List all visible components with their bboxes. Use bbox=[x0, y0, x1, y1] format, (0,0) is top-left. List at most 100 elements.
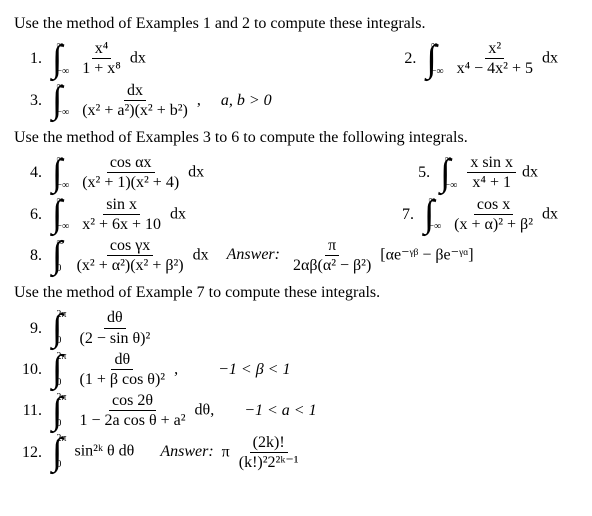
integral-icon: ∫ ∞ 0 bbox=[52, 238, 68, 274]
fraction: cos x (x + α)² + β² bbox=[451, 195, 536, 234]
problem-10-body: ∫ 2π 0 dθ (1 + β cos θ)² , bbox=[52, 350, 178, 389]
numerator: x sin x bbox=[467, 153, 516, 173]
answer-numerator: π bbox=[325, 236, 339, 256]
denominator: (x² + a²)(x² + b²) bbox=[79, 101, 191, 120]
problem-3-row: 3. ∫ ∞ −∞ dx (x² + a²)(x² + b²) , a, b >… bbox=[14, 81, 578, 120]
numerator: x⁴ bbox=[92, 39, 112, 59]
integral-icon: ∫ ∞ −∞ bbox=[52, 196, 73, 232]
problem-3-condition: a, b > 0 bbox=[221, 91, 272, 110]
answer-tail: [αe⁻ᵞᵝ − βe⁻ᵞᵅ] bbox=[380, 246, 473, 263]
problem-8-answer: Answer: π 2αβ(α² − β²) [αe⁻ᵞᵝ − βe⁻ᵞᵅ] bbox=[227, 236, 474, 275]
dx: dx bbox=[542, 205, 558, 222]
answer-label: Answer: bbox=[160, 443, 213, 460]
problem-12-answer: Answer: π (2k)! (k!)²2²ᵏ⁻¹ bbox=[160, 433, 303, 472]
integral-icon: ∫ 2π 0 bbox=[52, 310, 70, 346]
denominator: (1 + β cos θ)² bbox=[76, 370, 168, 389]
problem-12-row: 12. ∫ 2π 0 sin²ᵏ θ dθ Answer: π (2k)! (k… bbox=[14, 433, 578, 472]
denominator: (x² + 1)(x² + 4) bbox=[79, 173, 182, 192]
fraction: dθ (1 + β cos θ)² bbox=[76, 350, 168, 389]
answer-denominator: (k!)²2²ᵏ⁻¹ bbox=[236, 453, 302, 472]
problem-10-number: 10. bbox=[14, 360, 52, 379]
fraction: sin x x² + 6x + 10 bbox=[79, 195, 164, 234]
problem-12-body: ∫ 2π 0 sin²ᵏ θ dθ bbox=[52, 434, 134, 470]
problem-11-row: 11. ∫ 2π 0 cos 2θ 1 − 2a cos θ + a² dθ, … bbox=[14, 391, 578, 430]
fraction: cos αx (x² + 1)(x² + 4) bbox=[79, 153, 182, 192]
denominator: (x² + α²)(x² + β²) bbox=[74, 256, 187, 275]
dx: dx bbox=[542, 50, 558, 67]
problem-8-number: 8. bbox=[14, 246, 52, 265]
fraction: cos 2θ 1 − 2a cos θ + a² bbox=[76, 391, 188, 430]
comma: , bbox=[174, 360, 178, 377]
problems-row-6-7: 6. ∫ ∞ −∞ sin x x² + 6x + 10 dx 7. ∫ ∞ −… bbox=[14, 195, 578, 234]
integral-icon: ∫ 2π 0 bbox=[52, 393, 70, 429]
integral-icon: ∫ 2π 0 bbox=[52, 434, 70, 470]
problem-6-number: 6. bbox=[14, 205, 52, 224]
integral-icon: ∫ 2π 0 bbox=[52, 352, 70, 388]
dx: dx bbox=[170, 205, 186, 222]
numerator: sin x bbox=[103, 195, 140, 215]
problems-row-1-2: 1. ∫ ∞ −∞ x⁴ 1 + x⁸ dx 2. ∫ ∞ −∞ x² x⁴ −… bbox=[14, 39, 578, 78]
answer-denominator: 2αβ(α² − β²) bbox=[290, 256, 374, 275]
dx: dx bbox=[188, 163, 204, 180]
fraction: x⁴ 1 + x⁸ bbox=[79, 39, 124, 78]
integral-icon: ∫ ∞ −∞ bbox=[426, 41, 447, 77]
denominator: x⁴ − 4x² + 5 bbox=[454, 59, 536, 78]
denominator: x⁴ + 1 bbox=[469, 173, 514, 192]
problem-10-condition: −1 < β < 1 bbox=[218, 360, 290, 379]
problem-7-number: 7. bbox=[386, 205, 424, 224]
answer-fraction: (2k)! (k!)²2²ᵏ⁻¹ bbox=[236, 433, 302, 472]
denominator: 1 + x⁸ bbox=[79, 59, 124, 78]
comma: , bbox=[197, 91, 201, 108]
fraction: dx (x² + a²)(x² + b²) bbox=[79, 81, 191, 120]
answer-numerator: (2k)! bbox=[250, 433, 288, 453]
dx: dθ, bbox=[195, 402, 215, 419]
problem-8-row: 8. ∫ ∞ 0 cos γx (x² + α²)(x² + β²) dx An… bbox=[14, 236, 578, 275]
dx: dx bbox=[522, 163, 538, 180]
denominator: (x + α)² + β² bbox=[451, 215, 536, 234]
section1-heading: Use the method of Examples 1 and 2 to co… bbox=[14, 14, 578, 33]
fraction: dθ (2 − sin θ)² bbox=[76, 308, 153, 347]
problem-12-number: 12. bbox=[14, 443, 52, 462]
numerator: dθ bbox=[111, 350, 133, 370]
dx: dx bbox=[130, 50, 146, 67]
denominator: (2 − sin θ)² bbox=[76, 329, 153, 348]
integral-icon: ∫ ∞ −∞ bbox=[52, 41, 73, 77]
problem-1-number: 1. bbox=[14, 49, 52, 68]
denominator: x² + 6x + 10 bbox=[79, 215, 164, 234]
problem-2-body: ∫ ∞ −∞ x² x⁴ − 4x² + 5 dx bbox=[426, 39, 578, 78]
problem-9-number: 9. bbox=[14, 319, 52, 338]
numerator: cos αx bbox=[107, 153, 155, 173]
problem-9-row: 9. ∫ 2π 0 dθ (2 − sin θ)² bbox=[14, 308, 578, 347]
integrand: sin²ᵏ θ dθ bbox=[74, 443, 134, 460]
problem-4-number: 4. bbox=[14, 163, 52, 182]
problem-9-body: ∫ 2π 0 dθ (2 − sin θ)² bbox=[52, 308, 155, 347]
problem-8-body: ∫ ∞ 0 cos γx (x² + α²)(x² + β²) dx bbox=[52, 236, 209, 275]
numerator: x² bbox=[485, 39, 504, 59]
problem-10-row: 10. ∫ 2π 0 dθ (1 + β cos θ)² , −1 < β < … bbox=[14, 350, 578, 389]
problem-3-body: ∫ ∞ −∞ dx (x² + a²)(x² + b²) , bbox=[52, 81, 201, 120]
section2-heading: Use the method of Examples 3 to 6 to com… bbox=[14, 128, 578, 147]
integral-icon: ∫ ∞ −∞ bbox=[52, 82, 73, 118]
problem-7-body: ∫ ∞ −∞ cos x (x + α)² + β² dx bbox=[424, 195, 578, 234]
answer-fraction: π 2αβ(α² − β²) bbox=[290, 236, 374, 275]
problem-3-number: 3. bbox=[14, 91, 52, 110]
problem-11-body: ∫ 2π 0 cos 2θ 1 − 2a cos θ + a² dθ, bbox=[52, 391, 214, 430]
numerator: cos 2θ bbox=[109, 391, 156, 411]
problem-4-body: ∫ ∞ −∞ cos αx (x² + 1)(x² + 4) dx bbox=[52, 153, 204, 192]
fraction: x² x⁴ − 4x² + 5 bbox=[454, 39, 536, 78]
numerator: dθ bbox=[104, 308, 126, 328]
numerator: cos x bbox=[474, 195, 513, 215]
integral-icon: ∫ ∞ −∞ bbox=[440, 155, 461, 191]
fraction: cos γx (x² + α²)(x² + β²) bbox=[74, 236, 187, 275]
problem-6-body: ∫ ∞ −∞ sin x x² + 6x + 10 dx bbox=[52, 195, 186, 234]
integral-icon: ∫ ∞ −∞ bbox=[424, 196, 445, 232]
problem-11-condition: −1 < a < 1 bbox=[244, 401, 316, 420]
numerator: cos γx bbox=[107, 236, 153, 256]
problem-2-number: 2. bbox=[388, 49, 426, 68]
answer-label: Answer: bbox=[227, 246, 280, 263]
dx: dx bbox=[193, 246, 209, 263]
numerator: dx bbox=[124, 81, 146, 101]
problem-11-number: 11. bbox=[14, 401, 52, 420]
problem-5-number: 5. bbox=[402, 163, 440, 182]
denominator: 1 − 2a cos θ + a² bbox=[76, 411, 188, 430]
